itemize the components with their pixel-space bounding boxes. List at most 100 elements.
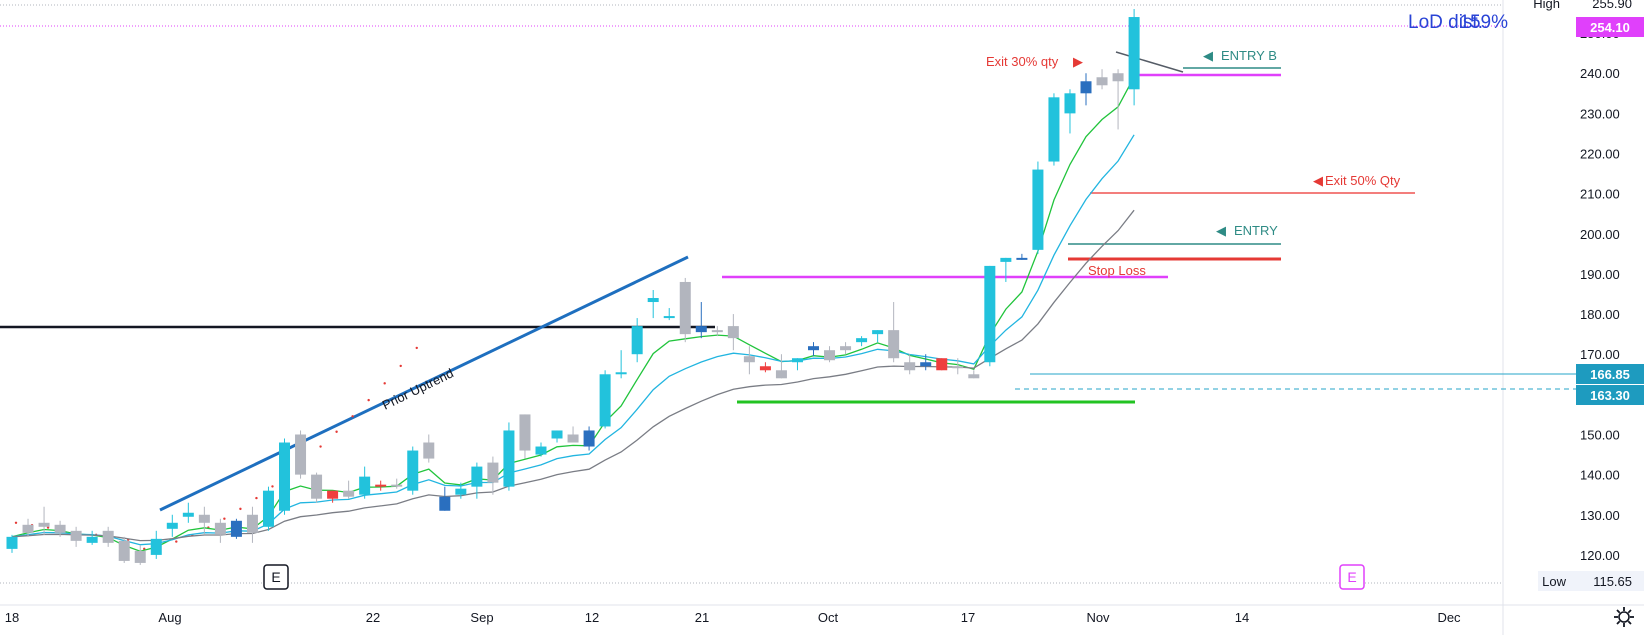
candle-body	[695, 326, 707, 333]
price-tick-label: 240.00	[1580, 66, 1620, 81]
candle-body	[711, 330, 723, 333]
candle-body	[615, 372, 627, 375]
time-tick-label: 17	[961, 610, 975, 625]
candle-body	[22, 524, 34, 533]
candle-body	[920, 362, 932, 367]
candle-body	[1048, 97, 1060, 162]
candle-body	[1128, 17, 1140, 90]
candle-body	[1112, 73, 1124, 82]
candle-body	[808, 346, 819, 351]
price-tag-166-value: 166.85	[1590, 367, 1630, 382]
exit-30-label: Exit 30% qty	[986, 54, 1059, 69]
time-tick-label: 14	[1235, 610, 1249, 625]
candle-body	[182, 512, 194, 517]
candle-body	[840, 346, 852, 351]
candle-body	[1080, 81, 1092, 94]
candle-body	[327, 490, 339, 499]
time-tick-label: Dec	[1437, 610, 1461, 625]
candle-body	[375, 484, 387, 487]
sar-dot	[367, 398, 370, 402]
candle-body	[134, 550, 146, 563]
last-price-value: 254.10	[1590, 20, 1630, 35]
time-tick-label: 21	[695, 610, 709, 625]
low-badge: Low 115.65	[1538, 571, 1644, 591]
price-tick-label: 190.00	[1580, 267, 1620, 282]
candle-body	[246, 514, 258, 533]
earnings-marker-2-label: E	[1347, 569, 1356, 585]
lod-distance-value: 159%	[1459, 12, 1508, 33]
candle-body	[936, 358, 948, 371]
price-tick-label: 150.00	[1580, 427, 1620, 442]
earnings-marker-1-label: E	[271, 569, 280, 585]
candle-body	[759, 366, 771, 371]
candle-body	[824, 350, 836, 361]
candle-body	[38, 522, 50, 527]
price-tick-label: 180.00	[1580, 307, 1620, 322]
sar-dot	[351, 415, 354, 418]
candle-body	[503, 430, 515, 487]
candle-body	[679, 281, 691, 335]
candle-body	[6, 536, 18, 549]
candle-body	[423, 442, 435, 459]
lod-distance-label: LoD dist.	[1408, 12, 1483, 33]
time-tick-label: 12	[585, 610, 599, 625]
sar-dot	[383, 382, 386, 385]
candle-body	[968, 374, 980, 379]
sar-dot	[415, 346, 418, 350]
candle-body	[904, 362, 916, 371]
candle-body	[743, 356, 755, 363]
sar-dot	[14, 521, 18, 524]
candle-body	[583, 430, 595, 447]
parabolic-sar-dots	[14, 346, 418, 551]
exit-50-label: Exit 50% Qty	[1325, 173, 1401, 188]
candle-body	[519, 414, 531, 451]
high-label: High	[1533, 0, 1560, 11]
last-price-tag: 254.10	[1576, 17, 1644, 37]
candle-body	[599, 374, 611, 427]
time-axis[interactable]: 18 Aug 22 Sep 12 21 Oct 17 Nov 14 Dec	[5, 610, 1461, 625]
candle-body	[647, 298, 659, 303]
candle-body	[295, 434, 307, 475]
candle-body	[791, 358, 803, 363]
prior-uptrend-line[interactable]	[159, 255, 689, 512]
sar-dot	[239, 507, 242, 511]
candle-body	[567, 434, 579, 443]
trend-wedge-line[interactable]	[1115, 51, 1184, 73]
price-axis[interactable]: 120.00130.00140.00150.00160.00170.00180.…	[1580, 26, 1620, 563]
candle-body	[279, 442, 291, 511]
candle-body	[872, 330, 884, 335]
candle-body	[391, 484, 403, 487]
time-tick-label: Oct	[818, 610, 839, 625]
time-tick-label: 18	[5, 610, 19, 625]
entry-label: ENTRY	[1234, 223, 1278, 238]
low-value: 115.65	[1593, 574, 1632, 589]
moving-averages	[11, 76, 1135, 552]
time-tick-label: Sep	[470, 610, 493, 625]
price-tick-label: 170.00	[1580, 347, 1620, 362]
candle-body	[54, 524, 66, 533]
high-value: 255.90	[1592, 0, 1632, 11]
sar-dot	[223, 517, 226, 520]
candle-body	[439, 496, 451, 511]
candle-body	[118, 540, 130, 561]
candle-body	[1000, 257, 1012, 262]
time-tick-label: Aug	[158, 610, 181, 625]
candle-body	[70, 530, 82, 541]
candle-body	[407, 450, 419, 491]
earnings-marker-1[interactable]: E	[263, 564, 289, 590]
sar-dot	[335, 430, 338, 433]
candle-body	[150, 538, 162, 555]
ema-slow-line	[11, 209, 1135, 542]
earnings-marker-2[interactable]: E	[1339, 564, 1365, 590]
candle-body	[1032, 169, 1044, 250]
price-tag-163: 163.30	[1576, 385, 1644, 405]
candle-body	[727, 326, 739, 339]
gear-icon[interactable]	[1614, 607, 1634, 627]
candle-body	[166, 522, 178, 529]
exit-50-arrow-icon: ◀	[1313, 173, 1323, 188]
sar-dot	[175, 540, 178, 543]
candle-body	[631, 326, 643, 355]
sar-dot	[271, 485, 274, 488]
